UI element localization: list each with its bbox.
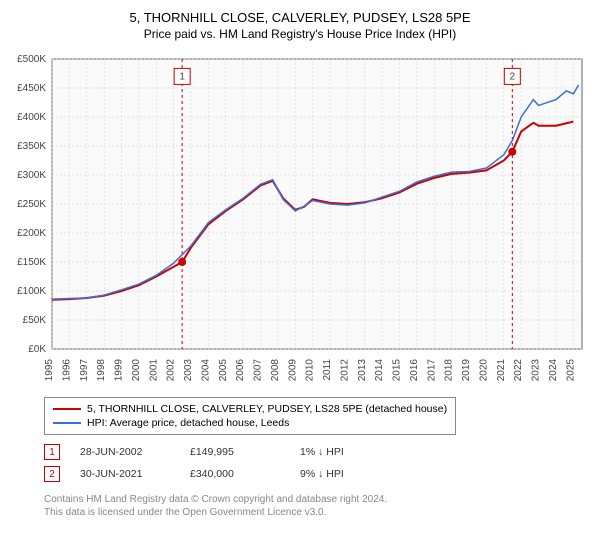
footer-line-1: Contains HM Land Registry data © Crown c…: [44, 493, 592, 506]
legend-item: HPI: Average price, detached house, Leed…: [53, 416, 447, 430]
marker-date: 28-JUN-2002: [80, 446, 170, 458]
svg-text:2020: 2020: [478, 359, 489, 382]
marker-row: 1 28-JUN-2002 £149,995 1% ↓ HPI: [44, 441, 592, 463]
svg-text:2023: 2023: [531, 359, 542, 382]
svg-text:2010: 2010: [305, 359, 316, 382]
svg-text:2001: 2001: [148, 359, 159, 382]
svg-text:2004: 2004: [200, 359, 211, 382]
svg-text:2025: 2025: [565, 359, 576, 382]
marker-badge: 1: [44, 444, 60, 460]
marker-table: 1 28-JUN-2002 £149,995 1% ↓ HPI 2 30-JUN-2021…: [44, 441, 592, 485]
svg-text:£50K: £50K: [23, 315, 47, 326]
svg-text:£200K: £200K: [17, 228, 46, 239]
svg-text:£400K: £400K: [17, 112, 46, 123]
marker-price: £340,000: [190, 468, 280, 480]
svg-text:1995: 1995: [44, 359, 55, 382]
svg-text:2: 2: [510, 71, 516, 82]
svg-text:1999: 1999: [114, 359, 125, 382]
legend-label: HPI: Average price, detached house, Leed…: [87, 417, 289, 429]
chart-svg: £0K £50K £100K £150K £200K £250K £300K £350K £40…: [8, 49, 592, 389]
svg-text:£150K: £150K: [17, 257, 46, 268]
svg-text:£0K: £0K: [28, 344, 46, 355]
svg-text:2016: 2016: [409, 359, 420, 382]
svg-text:2022: 2022: [513, 359, 524, 382]
svg-text:2003: 2003: [183, 359, 194, 382]
svg-text:£350K: £350K: [17, 141, 46, 152]
marker-price: £149,995: [190, 446, 280, 458]
legend-label: 5, THORNHILL CLOSE, CALVERLEY, PUDSEY, L…: [87, 403, 447, 415]
svg-text:£500K: £500K: [17, 54, 46, 65]
svg-text:2012: 2012: [339, 359, 350, 382]
chart: £0K £50K £100K £150K £200K £250K £300K £350K £40…: [8, 49, 592, 389]
marker-delta: 9% ↓ HPI: [300, 468, 390, 480]
svg-text:2011: 2011: [322, 359, 333, 381]
svg-text:£250K: £250K: [17, 199, 46, 210]
svg-text:2007: 2007: [253, 359, 264, 382]
svg-text:2000: 2000: [131, 359, 142, 382]
svg-text:1998: 1998: [96, 359, 107, 382]
svg-text:2018: 2018: [444, 359, 455, 382]
svg-text:2008: 2008: [270, 359, 281, 382]
footer-line-2: This data is licensed under the Open Gov…: [44, 506, 592, 519]
svg-text:1: 1: [179, 71, 185, 82]
svg-text:2005: 2005: [218, 359, 229, 382]
chart-subtitle: Price paid vs. HM Land Registry's House …: [8, 27, 592, 41]
legend-swatch: [53, 422, 81, 424]
marker-badge: 2: [44, 466, 60, 482]
svg-text:1997: 1997: [79, 359, 90, 382]
marker-date: 30-JUN-2021: [80, 468, 170, 480]
marker-delta: 1% ↓ HPI: [300, 446, 390, 458]
legend-swatch: [53, 408, 81, 410]
svg-text:1996: 1996: [61, 359, 72, 382]
svg-text:2009: 2009: [287, 359, 298, 382]
svg-text:2024: 2024: [548, 359, 559, 382]
svg-text:2021: 2021: [496, 359, 507, 382]
legend-item: 5, THORNHILL CLOSE, CALVERLEY, PUDSEY, L…: [53, 402, 447, 416]
chart-title: 5, THORNHILL CLOSE, CALVERLEY, PUDSEY, L…: [8, 10, 592, 25]
svg-text:2017: 2017: [426, 359, 437, 382]
svg-text:2013: 2013: [357, 359, 368, 382]
svg-text:£300K: £300K: [17, 170, 46, 181]
svg-text:£450K: £450K: [17, 83, 46, 94]
marker-row: 2 30-JUN-2021 £340,000 9% ↓ HPI: [44, 463, 592, 485]
svg-text:£100K: £100K: [17, 286, 46, 297]
legend: 5, THORNHILL CLOSE, CALVERLEY, PUDSEY, L…: [44, 397, 456, 435]
svg-text:2006: 2006: [235, 359, 246, 382]
svg-text:2002: 2002: [166, 359, 177, 382]
svg-text:2014: 2014: [374, 359, 385, 382]
footer-note: Contains HM Land Registry data © Crown c…: [44, 493, 592, 519]
svg-text:2019: 2019: [461, 359, 472, 382]
svg-text:2015: 2015: [392, 359, 403, 382]
